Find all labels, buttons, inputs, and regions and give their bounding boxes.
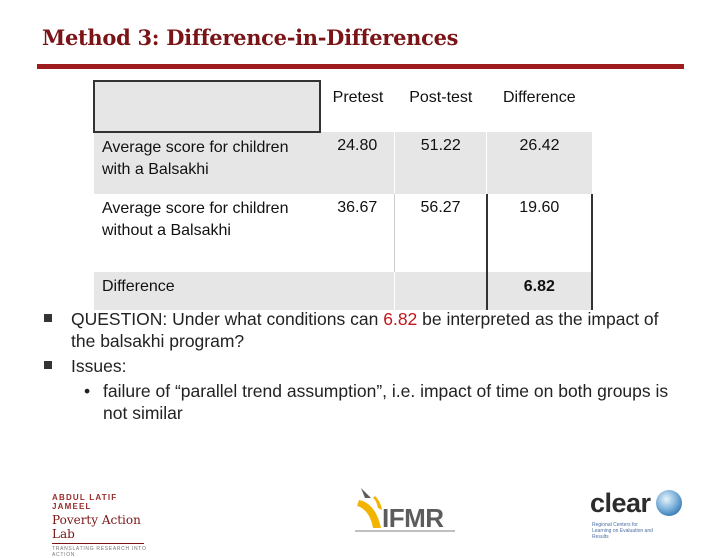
globe-icon xyxy=(656,490,682,516)
cell-empty xyxy=(394,272,487,310)
row-label-without-balsakhi: Average score for children without a Bal… xyxy=(94,194,320,272)
bullet-question: QUESTION: Under what conditions can 6.82… xyxy=(44,308,684,352)
question-prefix: QUESTION: Under what conditions can xyxy=(71,309,384,329)
row-label-with-balsakhi: Average score for children with a Balsak… xyxy=(94,132,320,194)
clear-tagline: Regional Centers for Learning on Evaluat… xyxy=(592,522,653,540)
bullet-list: QUESTION: Under what conditions can 6.82… xyxy=(44,308,684,424)
table-row: Average score for children with a Balsak… xyxy=(94,132,592,194)
clear-logo: clear Regional Centers for Learning on E… xyxy=(590,488,686,540)
slide-title: Method 3: Difference-in-Differences xyxy=(42,25,459,50)
col-header-pretest: Pretest xyxy=(320,81,395,132)
ifmr-underline xyxy=(355,530,455,532)
row-label-difference: Difference xyxy=(94,272,320,310)
issues-label: Issues: xyxy=(71,356,127,376)
cell-diff-in-diff: 6.82 xyxy=(485,272,594,310)
sub-bullet-parallel-trend: • failure of “parallel trend assumption”… xyxy=(44,380,684,424)
cell-pretest: 36.67 xyxy=(320,194,395,272)
cell-difference: 19.60 xyxy=(485,194,594,272)
ifmr-emblem-icon xyxy=(357,488,382,528)
jpal-logo: ABDUL LATIF JAMEEL Poverty Action Lab TR… xyxy=(52,493,152,558)
cell-pretest: 24.80 xyxy=(320,132,395,194)
square-bullet-icon xyxy=(44,361,52,369)
did-table: Pretest Post-test Difference Average sco… xyxy=(93,80,594,310)
cell-posttest: 56.27 xyxy=(394,194,487,272)
bullet-issues: Issues: xyxy=(44,355,684,377)
cell-difference: 26.42 xyxy=(486,132,592,194)
jpal-logo-rule xyxy=(52,543,144,544)
table-row: Average score for children without a Bal… xyxy=(94,194,594,272)
ifmr-logo: IFMR xyxy=(355,486,455,534)
clear-wordmark: clear xyxy=(590,488,651,518)
col-header-posttest: Post-test xyxy=(394,81,487,132)
ifmr-wordmark: IFMR xyxy=(382,503,444,533)
cell-empty xyxy=(320,272,395,310)
jpal-logo-line2: Poverty Action Lab xyxy=(52,513,141,541)
table-corner-cell xyxy=(93,80,321,133)
jpal-logo-line1: ABDUL LATIF JAMEEL xyxy=(52,493,118,511)
sub-bullet-text: failure of “parallel trend assumption”, … xyxy=(103,381,669,423)
title-divider xyxy=(37,64,684,69)
square-bullet-icon xyxy=(44,314,52,322)
question-value: 6.82 xyxy=(383,309,418,329)
round-bullet-icon: • xyxy=(84,381,91,401)
table-row-difference: Difference 6.82 xyxy=(94,272,594,310)
question-suffix: be interpreted as the impact of the bals… xyxy=(71,309,659,351)
col-header-difference: Difference xyxy=(486,81,592,132)
table-header-row: Pretest Post-test Difference xyxy=(93,80,592,133)
cell-posttest: 51.22 xyxy=(394,132,487,194)
jpal-logo-tagline: TRANSLATING RESEARCH INTO ACTION xyxy=(52,546,147,558)
